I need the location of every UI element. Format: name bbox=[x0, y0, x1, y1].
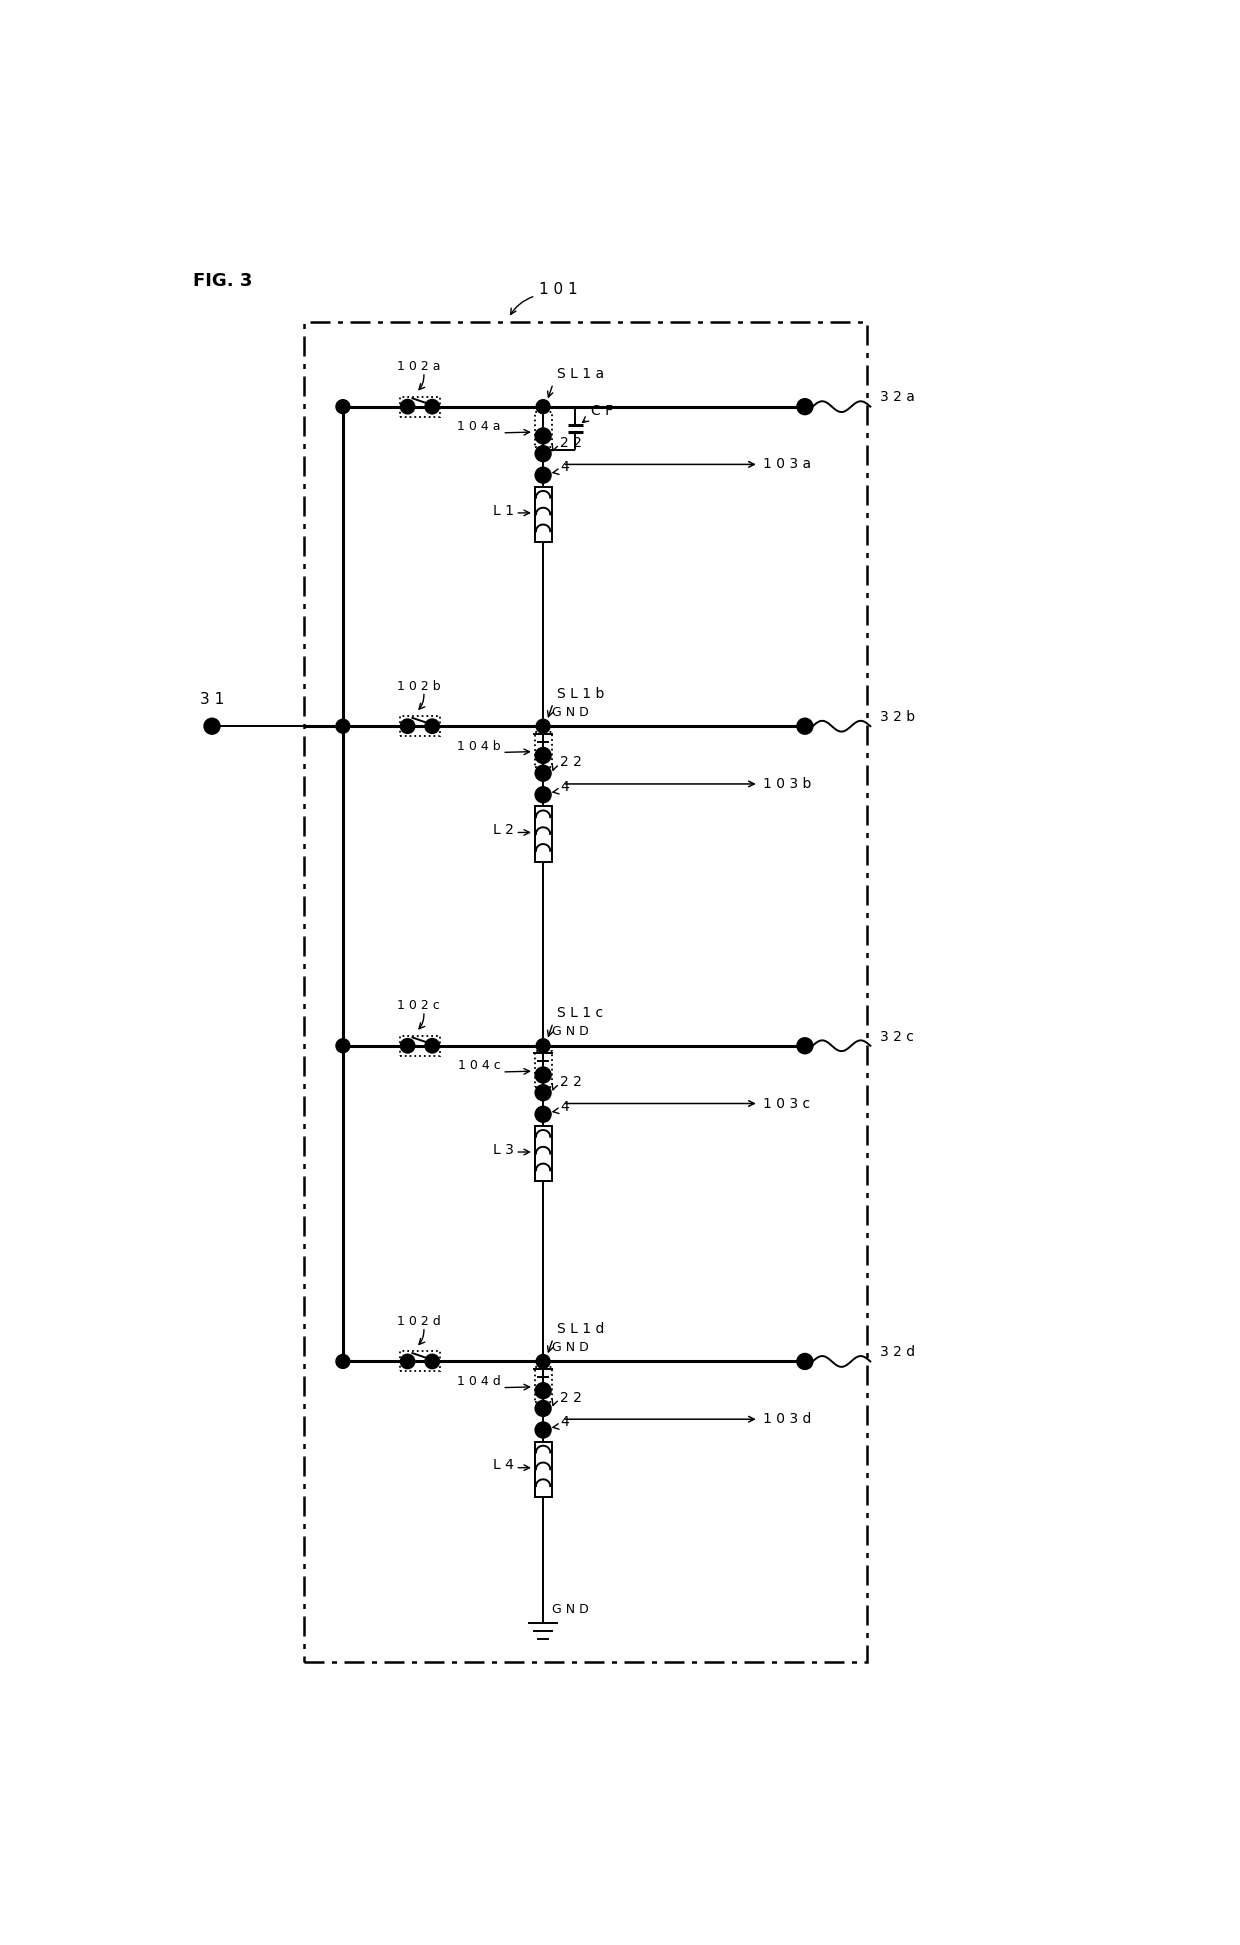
Text: 3 1: 3 1 bbox=[201, 692, 224, 706]
Text: 4: 4 bbox=[560, 780, 569, 794]
Circle shape bbox=[425, 1354, 439, 1369]
Text: S L 1 d: S L 1 d bbox=[557, 1323, 604, 1336]
Circle shape bbox=[205, 718, 219, 733]
Circle shape bbox=[336, 1039, 350, 1052]
Circle shape bbox=[797, 1354, 812, 1369]
Text: G N D: G N D bbox=[552, 1342, 589, 1354]
Bar bbox=[534, 807, 552, 862]
Text: 3 2 a: 3 2 a bbox=[879, 391, 914, 405]
Text: S L 1 b: S L 1 b bbox=[557, 687, 604, 700]
Text: 1 0 2 c: 1 0 2 c bbox=[397, 1000, 439, 1011]
Text: 2 2: 2 2 bbox=[560, 1391, 582, 1404]
Text: FIG. 3: FIG. 3 bbox=[192, 272, 252, 290]
Text: C F: C F bbox=[590, 405, 613, 418]
Text: S L 1 a: S L 1 a bbox=[557, 368, 604, 381]
Text: 1 0 3 a: 1 0 3 a bbox=[763, 457, 811, 471]
Text: L 1: L 1 bbox=[492, 504, 513, 517]
Circle shape bbox=[536, 720, 551, 733]
Text: 1 0 2 d: 1 0 2 d bbox=[397, 1315, 440, 1328]
Bar bbox=[399, 716, 440, 737]
Text: L 3: L 3 bbox=[494, 1144, 513, 1157]
Circle shape bbox=[401, 1354, 414, 1369]
Circle shape bbox=[797, 718, 812, 733]
Bar bbox=[304, 323, 867, 1661]
Bar bbox=[534, 1367, 552, 1402]
Circle shape bbox=[401, 720, 414, 733]
Circle shape bbox=[536, 1354, 551, 1369]
Bar bbox=[534, 731, 552, 766]
Text: 1 0 4 a: 1 0 4 a bbox=[458, 420, 501, 434]
Circle shape bbox=[536, 1085, 551, 1101]
Text: 1 0 1: 1 0 1 bbox=[539, 282, 578, 298]
Text: 1 0 2 a: 1 0 2 a bbox=[397, 360, 440, 373]
Circle shape bbox=[536, 1400, 551, 1416]
Circle shape bbox=[336, 1354, 350, 1369]
Text: 3 2 d: 3 2 d bbox=[879, 1346, 915, 1360]
Bar bbox=[399, 1352, 440, 1371]
Bar bbox=[399, 1037, 440, 1056]
Circle shape bbox=[536, 766, 551, 780]
Circle shape bbox=[425, 401, 439, 414]
Circle shape bbox=[797, 399, 812, 414]
Text: 3 2 b: 3 2 b bbox=[879, 710, 915, 724]
Circle shape bbox=[536, 428, 551, 443]
Text: 3 2 c: 3 2 c bbox=[879, 1029, 914, 1044]
Text: G N D: G N D bbox=[552, 1025, 589, 1039]
Circle shape bbox=[536, 401, 551, 414]
Circle shape bbox=[425, 1039, 439, 1052]
Text: 4: 4 bbox=[560, 1416, 569, 1430]
Text: 1 0 4 c: 1 0 4 c bbox=[458, 1060, 501, 1072]
Circle shape bbox=[536, 788, 551, 803]
Circle shape bbox=[536, 1422, 551, 1437]
Text: G N D: G N D bbox=[552, 1603, 589, 1616]
Text: 4: 4 bbox=[560, 461, 569, 475]
Text: 2 2: 2 2 bbox=[560, 1076, 582, 1089]
Bar bbox=[534, 486, 552, 543]
Circle shape bbox=[536, 1107, 551, 1122]
Circle shape bbox=[536, 747, 551, 762]
Bar bbox=[534, 1441, 552, 1498]
Text: 2 2: 2 2 bbox=[560, 755, 582, 770]
Circle shape bbox=[401, 1039, 414, 1052]
Circle shape bbox=[536, 445, 551, 461]
Text: 1 0 3 b: 1 0 3 b bbox=[763, 776, 811, 792]
Text: 1 0 4 d: 1 0 4 d bbox=[458, 1375, 501, 1389]
Circle shape bbox=[401, 401, 414, 414]
Text: L 4: L 4 bbox=[494, 1459, 513, 1472]
Text: G N D: G N D bbox=[552, 706, 589, 720]
Text: L 2: L 2 bbox=[494, 823, 513, 836]
Text: 1 0 3 c: 1 0 3 c bbox=[763, 1097, 810, 1111]
Bar bbox=[534, 1050, 552, 1087]
Text: 1 0 2 b: 1 0 2 b bbox=[397, 679, 440, 692]
Circle shape bbox=[425, 720, 439, 733]
Text: 4: 4 bbox=[560, 1099, 569, 1114]
Circle shape bbox=[336, 720, 350, 733]
Circle shape bbox=[536, 1383, 551, 1398]
Circle shape bbox=[536, 1068, 551, 1083]
Text: 1 0 4 b: 1 0 4 b bbox=[458, 739, 501, 753]
Text: 1 0 3 d: 1 0 3 d bbox=[763, 1412, 811, 1426]
Circle shape bbox=[536, 1039, 551, 1052]
Text: S L 1 c: S L 1 c bbox=[557, 1006, 603, 1021]
Text: 2 2: 2 2 bbox=[560, 436, 582, 449]
Circle shape bbox=[536, 467, 551, 482]
Circle shape bbox=[797, 1039, 812, 1054]
Circle shape bbox=[336, 401, 350, 414]
Bar bbox=[534, 1126, 552, 1181]
Bar bbox=[534, 412, 552, 447]
Bar bbox=[399, 397, 440, 416]
